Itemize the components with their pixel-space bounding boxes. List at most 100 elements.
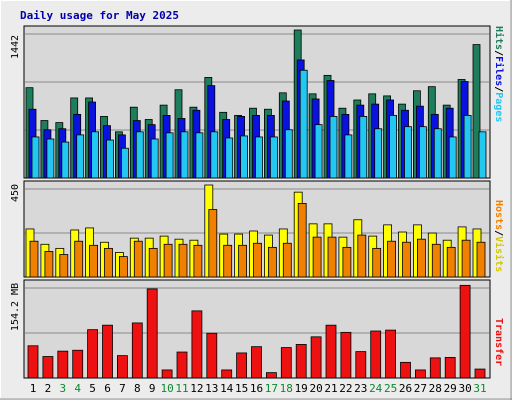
hosts-bar-day-28 <box>431 243 441 278</box>
day-label-19: 19 <box>295 382 308 395</box>
transfer-bar-day-9 <box>146 288 158 379</box>
day-label-10: 10 <box>160 382 173 395</box>
bars <box>25 29 487 379</box>
transfer-bar-day-11 <box>176 351 188 379</box>
pages-bar-day-26 <box>404 126 412 179</box>
day-label-12: 12 <box>190 382 203 395</box>
pages-bar-day-11 <box>180 131 189 179</box>
transfer-bar-day-8 <box>131 322 143 379</box>
pages-bar-day-15 <box>240 135 249 179</box>
pages-bar-day-27 <box>418 126 427 179</box>
day-label-7: 7 <box>119 382 126 395</box>
hosts-bar-day-24 <box>372 247 382 278</box>
day-label-2: 2 <box>45 382 52 395</box>
hosts-bar-day-4 <box>74 240 84 278</box>
svg-text:Hosts/Visits: Hosts/Visits <box>493 200 505 272</box>
day-label-30: 30 <box>458 382 471 395</box>
day-label-31: 31 <box>473 382 486 395</box>
day-label-14: 14 <box>220 382 234 395</box>
hosts-bar-day-13 <box>208 209 218 278</box>
legend-sep-3: / <box>493 230 504 236</box>
transfer-bar-day-18 <box>280 347 292 379</box>
pages-bar-day-31 <box>478 131 487 179</box>
hosts-bar-day-12 <box>193 244 203 278</box>
hosts-bar-day-16 <box>253 242 262 278</box>
hosts-bar-day-3 <box>59 254 69 278</box>
hosts-bar-day-22 <box>342 246 352 278</box>
day-label-6: 6 <box>104 382 111 395</box>
legend-transfer: Transfer <box>493 318 504 366</box>
legend-sep-2: / <box>493 50 504 56</box>
transfer-bar-day-1 <box>27 345 39 379</box>
transfer-max-label: 154.2 MB <box>10 283 21 331</box>
hosts-bar-day-19 <box>297 202 307 278</box>
hosts-bar-day-6 <box>104 247 113 278</box>
pages-bar-day-4 <box>76 134 85 179</box>
legend-hits: Hits <box>493 26 505 50</box>
hosts-bar-day-18 <box>282 242 292 278</box>
pages-bar-day-16 <box>255 136 263 179</box>
day-label-5: 5 <box>89 382 96 395</box>
transfer-bar-day-24 <box>370 330 382 379</box>
transfer-bar-day-16 <box>251 346 262 379</box>
pages-bar-day-30 <box>463 114 472 179</box>
legend-hosts: Hosts <box>493 200 504 230</box>
transfer-bar-day-29 <box>444 357 456 379</box>
hosts-bar-day-23 <box>357 234 367 278</box>
legend-sep-1: / <box>493 86 504 92</box>
hosts-bar-day-5 <box>89 244 98 278</box>
transfer-bar-day-20 <box>310 336 322 379</box>
pages-bar-day-19 <box>299 69 308 179</box>
hosts-bar-day-20 <box>312 236 322 278</box>
day-label-4: 4 <box>74 382 81 395</box>
transfer-bar-day-7 <box>117 355 128 379</box>
pages-bar-day-7 <box>121 147 129 179</box>
transfer-bar-day-10 <box>161 369 173 379</box>
day-label-17: 17 <box>265 382 278 395</box>
transfer-bar-day-28 <box>429 357 441 379</box>
day-label-29: 29 <box>444 382 457 395</box>
transfer-bar-day-21 <box>325 324 337 379</box>
pages-bar-day-18 <box>284 129 293 179</box>
day-label-25: 25 <box>384 382 397 395</box>
transfer-legend: Transfer <box>493 318 504 366</box>
transfer-bar-day-14 <box>221 369 233 379</box>
hits-legend: Hits/Files/Pages <box>493 26 505 122</box>
day-label-13: 13 <box>205 382 218 395</box>
day-label-27: 27 <box>414 382 427 395</box>
transfer-bar-day-3 <box>57 350 69 379</box>
transfer-bar-day-30 <box>459 284 471 379</box>
legend-visits: Visits <box>493 236 505 272</box>
transfer-bar-day-12 <box>191 310 203 379</box>
hosts-bar-day-7 <box>119 256 128 278</box>
visits-legend: Hosts/Visits <box>493 200 505 272</box>
hosts-bar-day-17 <box>267 246 277 278</box>
pages-bar-day-6 <box>106 139 114 179</box>
pages-bar-day-8 <box>135 131 144 179</box>
transfer-bar-day-22 <box>340 331 352 379</box>
pages-bar-day-29 <box>448 136 457 179</box>
transfer-bar-day-31 <box>474 368 486 379</box>
legend-pages: Pages <box>493 92 504 122</box>
day-label-16: 16 <box>250 382 263 395</box>
day-label-26: 26 <box>399 382 412 395</box>
hosts-bar-day-25 <box>387 240 397 278</box>
hosts-bar-day-14 <box>223 244 233 278</box>
visits-max-label: 450 <box>10 184 21 202</box>
pages-bar-day-5 <box>91 131 99 179</box>
hosts-bar-day-15 <box>238 244 248 278</box>
pages-bar-day-2 <box>46 138 55 179</box>
transfer-bar-day-27 <box>414 369 426 379</box>
day-label-21: 21 <box>324 382 337 395</box>
hosts-bar-day-1 <box>29 240 39 278</box>
pages-bar-day-28 <box>433 128 442 179</box>
hits-bar-day-31 <box>472 44 481 179</box>
day-labels: 1 2 3 4 5 6 7 8 9 10 11 12 13 14 15 16 17 18 19 20 21 22 23 24 2… <box>30 382 487 395</box>
transfer-bar-day-13 <box>206 332 218 379</box>
day-label-24: 24 <box>369 382 383 395</box>
hosts-bar-day-30 <box>461 239 471 278</box>
transfer-bar-day-5 <box>87 329 98 379</box>
svg-text:Hits/Files/Pages: Hits/Files/Pages <box>493 26 505 122</box>
transfer-bar-day-17 <box>265 372 277 379</box>
